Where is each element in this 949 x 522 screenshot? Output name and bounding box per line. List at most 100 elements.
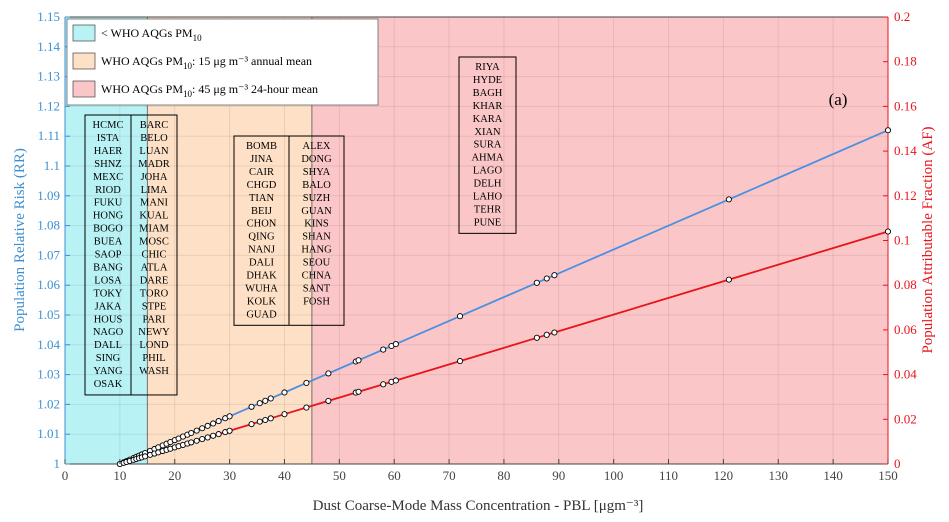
city-label: ATLA [141,262,168,273]
left-tick-label-7: 1.07 [37,247,60,262]
marker-right-38 [392,377,399,384]
city-label: SHNZ [94,159,121,170]
city-label: TIAN [249,193,274,204]
marker-left-30 [267,395,274,402]
city-label: CHIC [141,250,166,261]
city-label: LIMA [141,185,168,196]
city-label: BOGO [93,224,123,235]
marker-left-32 [303,379,310,386]
right-tick-label-9: 0.18 [894,54,917,69]
marker-right-24 [215,431,222,438]
marker-left-44 [884,127,892,134]
left-tick-label-0: 1 [54,456,61,471]
left-axis-ticks: 1 1.01 1.02 1.03 1.04 1.05 1.06 1.07 1.08 1.09 1.1… [37,9,70,471]
city-label: KUAL [139,211,168,222]
city-label: BELO [140,133,168,144]
marker-right-41 [543,331,550,338]
marker-left-38 [392,341,399,348]
right-tick-label-2: 0.04 [894,367,917,382]
marker-left-42 [551,272,558,279]
right-tick-label-7: 0.14 [894,143,917,158]
city-label: DARE [140,275,169,286]
zone-rect-2 [311,17,888,464]
marker-right-26 [226,427,233,434]
city-label: STPE [142,301,167,312]
city-label: DHAK [246,271,277,282]
right-axis-label: Population Attributable Fraction (AF) [920,126,936,353]
marker-left-41 [543,275,550,282]
left-tick-label-1: 1.01 [37,426,60,441]
x-tick-label-9: 90 [552,468,565,483]
marker-right-22 [204,434,211,441]
city-label: RIOD [95,185,121,196]
city-label: BUEA [94,237,123,248]
marker-left-26 [226,413,233,420]
marker-left-23 [210,420,217,427]
city-label: NEWY [138,327,170,338]
x-tick-label-5: 50 [333,468,346,483]
left-tick-label-6: 1.06 [37,277,60,292]
x-tick-label-12: 120 [714,468,734,483]
marker-right-33 [325,397,332,404]
marker-right-44 [884,228,892,235]
x-tick-label-10: 100 [604,468,624,483]
city-label: LUAN [139,146,169,157]
left-tick-label-11: 1.11 [38,128,60,143]
marker-left-22 [204,422,211,429]
legend-label-1: WHO AQGs PM10: 15 μg m⁻³ annual mean [101,54,312,71]
city-label: HANG [301,245,332,256]
city-label: GUAD [246,309,277,320]
marker-right-28 [256,418,263,425]
city-label: HYDE [473,75,502,86]
city-label: MOSC [139,237,169,248]
marker-right-23 [210,432,217,439]
city-label: TOKY [94,288,123,299]
x-tick-label-1: 10 [113,468,126,483]
city-label: HOUS [94,314,123,325]
marker-left-24 [215,418,222,425]
city-label: TORO [140,288,169,299]
right-tick-label-6: 0.12 [894,188,917,203]
city-label: DALI [249,258,275,269]
city-label: TEHR [474,204,501,215]
city-label: PUNE [474,217,501,228]
legend-label-2: WHO AQGs PM10: 45 μg m⁻³ 24-hour mean [101,82,318,99]
marker-left-33 [325,370,332,377]
right-tick-label-3: 0.06 [894,322,917,337]
city-label: QING [248,232,275,243]
city-label: ISTA [97,133,120,144]
city-label: HCMC [93,120,124,131]
city-label: PARI [143,314,166,325]
left-axis-label: Population Relative Risk (RR) [12,148,28,332]
x-tick-label-8: 80 [497,468,510,483]
marker-right-8 [142,453,149,460]
marker-right-21 [199,436,206,443]
marker-right-30 [267,415,274,422]
city-label: NANJ [248,245,275,256]
city-label: CHON [247,219,277,230]
city-label: KARA [473,114,503,125]
city-label: HONG [93,211,124,222]
city-label: LAGO [473,166,503,177]
city-label: SING [96,353,121,364]
x-tick-label-15: 150 [878,468,898,483]
city-label: SUZH [303,193,331,204]
marker-left-27 [248,403,255,410]
city-label: AHMA [471,153,504,164]
city-label: BALO [302,180,331,191]
left-tick-label-10: 1.1 [44,158,60,173]
marker-right-36 [380,381,387,388]
city-label: OSAK [94,379,123,390]
left-tick-label-2: 1.02 [37,396,60,411]
left-tick-label-15: 1.15 [37,9,60,24]
city-label: RIYA [475,62,500,73]
city-label: MANI [140,198,169,209]
city-label: SURA [473,140,501,151]
city-label: CAIR [249,167,274,178]
city-label: HAER [94,146,123,157]
right-tick-label-0: 0 [894,456,901,471]
city-label: BANG [93,262,123,273]
marker-right-31 [281,411,288,418]
right-axis-ticks: 0 0.02 0.04 0.06 0.08 0.1 0.12 0.14 0.16 0.18 0.2 [883,9,917,471]
